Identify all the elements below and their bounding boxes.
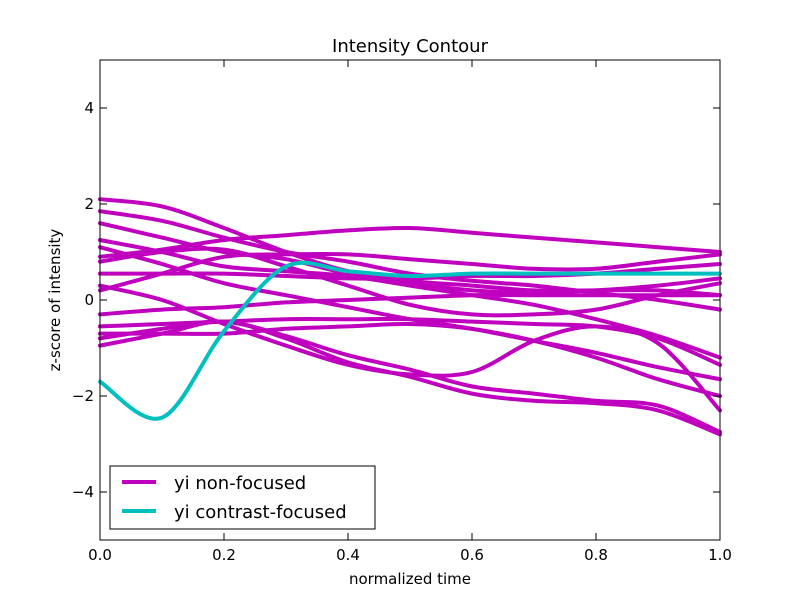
series-line-non-focused-13 xyxy=(98,321,722,398)
series-line-non-focused-4 xyxy=(98,238,722,360)
x-tick-label: 0.2 xyxy=(212,546,236,564)
y-axis-label: z-score of intensity xyxy=(46,229,64,372)
x-tick-label: 1.0 xyxy=(708,546,732,564)
y-tick-label: 0 xyxy=(84,291,94,309)
legend-label-contrast-focused: yi contrast-focused xyxy=(174,502,347,523)
y-tick-label: 2 xyxy=(84,195,94,213)
series-line-contrast-focused-16 xyxy=(98,260,722,421)
series-line-non-focused-7 xyxy=(98,246,722,318)
legend-label-non-focused: yi non-focused xyxy=(174,473,306,494)
x-axis-label: normalized time xyxy=(349,570,471,588)
x-tick-label: 0.8 xyxy=(584,546,608,564)
series-line-non-focused-10 xyxy=(98,251,722,293)
series-line-non-focused-15 xyxy=(98,319,722,437)
x-tick-label: 0.0 xyxy=(88,546,112,564)
y-tick-label: −4 xyxy=(72,483,94,501)
series-line-non-focused-11 xyxy=(98,293,722,317)
y-tick-label: 4 xyxy=(84,99,94,117)
series-line-non-focused-6 xyxy=(98,225,722,259)
x-tick-label: 0.6 xyxy=(460,546,484,564)
chart-title: Intensity Contour xyxy=(332,36,489,57)
x-tick-label: 0.4 xyxy=(336,546,360,564)
series-layer xyxy=(98,197,722,437)
legend: yi non-focused yi contrast-focused xyxy=(109,465,376,530)
legend-box xyxy=(109,465,376,530)
tick-layer: 0.0 0.2 0.4 0.6 0.8 1.0 4 2 0 −2 −4 xyxy=(72,60,732,564)
y-tick-label: −2 xyxy=(72,387,94,405)
